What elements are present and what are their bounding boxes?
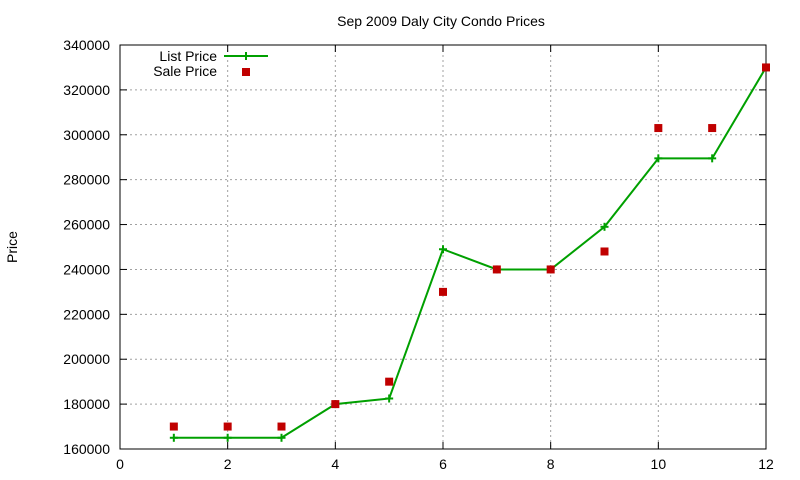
legend-swatch-list-price-marker bbox=[242, 52, 250, 60]
y-tick-label: 340000 bbox=[63, 37, 110, 53]
sale-price-point bbox=[331, 400, 340, 409]
y-tick-label: 300000 bbox=[63, 127, 110, 143]
sale-price-point bbox=[654, 124, 663, 133]
list-price-point bbox=[439, 245, 447, 254]
legend-label-sale-price: Sale Price bbox=[153, 63, 217, 79]
x-tick-label: 6 bbox=[439, 456, 447, 472]
list-price-point bbox=[654, 154, 663, 163]
chart-title: Sep 2009 Daly City Condo Prices bbox=[337, 13, 545, 29]
sale-price-point bbox=[439, 287, 447, 296]
axis-ticks: 160000 180000 200000 220000 240000 260000 2800… bbox=[63, 37, 774, 472]
series-sale-price bbox=[169, 63, 770, 431]
list-price-point bbox=[223, 433, 232, 442]
sale-price-point bbox=[223, 422, 232, 431]
x-tick-label: 2 bbox=[224, 456, 232, 472]
y-tick-label: 200000 bbox=[63, 351, 110, 367]
sale-price-point bbox=[762, 63, 770, 72]
sale-price-point bbox=[277, 422, 286, 431]
list-price-point bbox=[277, 433, 286, 442]
y-tick-label: 280000 bbox=[63, 172, 110, 188]
y-tick-label: 320000 bbox=[63, 82, 110, 98]
x-tick-label: 12 bbox=[758, 456, 774, 472]
sale-price-point bbox=[492, 265, 501, 274]
sale-price-point bbox=[708, 124, 717, 133]
list-price-line bbox=[173, 66, 767, 439]
list-price-point bbox=[708, 154, 717, 163]
x-tick-label: 4 bbox=[331, 456, 339, 472]
sale-price-point bbox=[600, 247, 609, 256]
series-list-price bbox=[169, 63, 770, 442]
list-price-point bbox=[385, 394, 394, 403]
y-tick-label: 160000 bbox=[63, 441, 110, 457]
sale-price-point bbox=[546, 265, 555, 274]
x-tick-label: 8 bbox=[547, 456, 555, 472]
y-tick-label: 220000 bbox=[63, 306, 110, 322]
y-tick-label: 260000 bbox=[63, 217, 110, 233]
y-axis-label: Price bbox=[4, 231, 20, 263]
list-price-point bbox=[169, 433, 178, 442]
y-tick-label: 240000 bbox=[63, 261, 110, 277]
x-tick-label: 0 bbox=[116, 456, 124, 472]
sale-price-point bbox=[385, 377, 394, 386]
list-price-point bbox=[600, 222, 609, 231]
sale-price-point bbox=[169, 422, 178, 431]
y-tick-label: 180000 bbox=[63, 396, 110, 412]
legend-swatch-sale-price bbox=[242, 68, 250, 76]
legend-label-list-price: List Price bbox=[159, 48, 217, 64]
x-tick-label: 10 bbox=[651, 456, 667, 472]
series-layer bbox=[169, 63, 770, 442]
